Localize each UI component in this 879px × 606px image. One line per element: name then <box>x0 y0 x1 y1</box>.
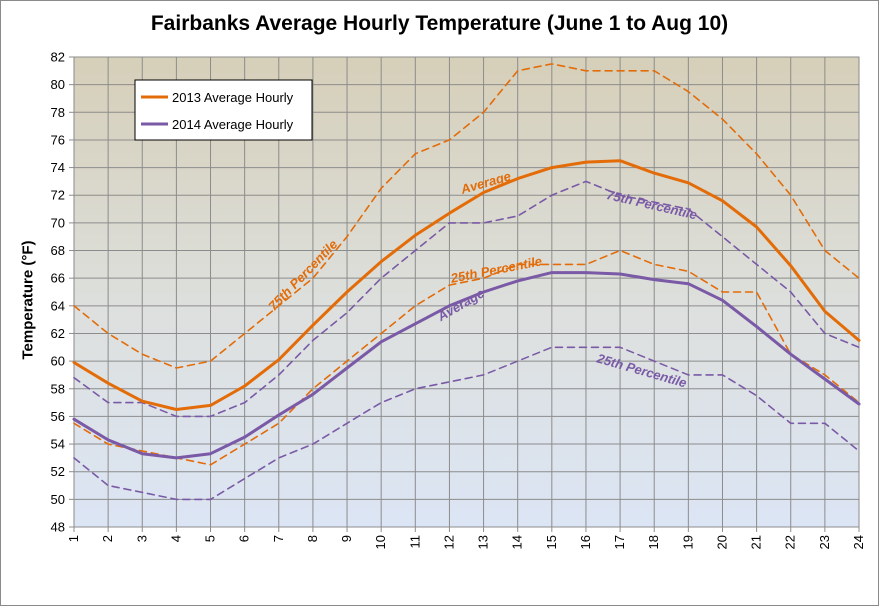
y-tick-label: 66 <box>51 271 65 286</box>
y-tick-label: 60 <box>51 354 65 369</box>
y-tick-labels: 48 50 52 54 56 58 60 62 64 66 68 70 72 74 76 78 80 82 <box>51 50 65 535</box>
gridlines <box>69 56 860 532</box>
series-line-dashed <box>73 249 860 466</box>
x-tick-label: 2 <box>100 535 115 542</box>
y-tick-label: 56 <box>51 409 65 424</box>
x-tick-label: 1 <box>66 535 81 542</box>
series-line-dashed <box>73 346 860 501</box>
x-tick-label: 14 <box>510 535 525 549</box>
y-tick-label: 74 <box>51 160 65 175</box>
x-tick-label: 3 <box>134 535 149 542</box>
x-tick-label: 12 <box>441 535 456 549</box>
x-tick-label: 18 <box>646 535 661 549</box>
y-tick-label: 76 <box>51 132 65 147</box>
series-line-2014 <box>72 271 861 460</box>
x-tick-label: 7 <box>271 535 286 542</box>
y-tick-label: 72 <box>51 188 65 203</box>
y-tick-label: 80 <box>51 77 65 92</box>
series-line-2013 <box>72 159 861 411</box>
x-tick-label: 23 <box>817 535 832 549</box>
chart-title: Fairbanks Average Hourly Temperature (Ju… <box>150 12 729 35</box>
y-tick-label: 64 <box>51 298 65 313</box>
x-tick-label: 11 <box>407 535 422 549</box>
x-tick-label: 20 <box>714 535 729 549</box>
y-tick-label: 82 <box>51 50 65 65</box>
x-tick-label: 21 <box>749 535 764 549</box>
x-tick-label: 6 <box>237 535 252 542</box>
x-tick-label: 8 <box>305 535 320 542</box>
x-tick-label: 9 <box>339 535 354 542</box>
x-tick-label: 17 <box>612 535 627 549</box>
x-tick-label: 15 <box>544 535 559 549</box>
y-tick-label: 70 <box>51 215 65 230</box>
legend: 2013 Average Hourly 2014 Average Hourly <box>134 79 313 141</box>
legend-label-2013: 2013 Average Hourly <box>172 90 294 105</box>
y-tick-label: 58 <box>51 381 65 396</box>
series-line-dashed <box>73 180 860 418</box>
x-tick-label: 24 <box>851 535 866 549</box>
y-tick-label: 54 <box>51 437 65 452</box>
y-tick-label: 68 <box>51 243 65 258</box>
y-tick-label: 62 <box>51 326 65 341</box>
series-line-dashed <box>73 63 860 369</box>
y-tick-label: 78 <box>51 105 65 120</box>
y-tick-label: 48 <box>51 520 65 535</box>
x-tick-label: 16 <box>578 535 593 549</box>
y-tick-label: 52 <box>51 464 65 479</box>
series-lines <box>72 63 861 501</box>
x-tick-label: 19 <box>680 535 695 549</box>
x-tick-labels: 1 2 3 4 5 6 7 8 9 10 11 12 13 14 15 16 17 18 19 20 21 22 23 24 <box>66 535 866 549</box>
x-tick-label: 13 <box>476 535 491 549</box>
x-tick-label: 5 <box>203 535 218 542</box>
x-tick-label: 10 <box>373 535 388 549</box>
x-tick-label: 4 <box>168 535 183 542</box>
legend-label-2014: 2014 Average Hourly <box>172 117 294 132</box>
legend-box <box>134 79 313 141</box>
x-tick-label: 22 <box>783 535 798 549</box>
y-tick-label: 50 <box>51 492 65 507</box>
